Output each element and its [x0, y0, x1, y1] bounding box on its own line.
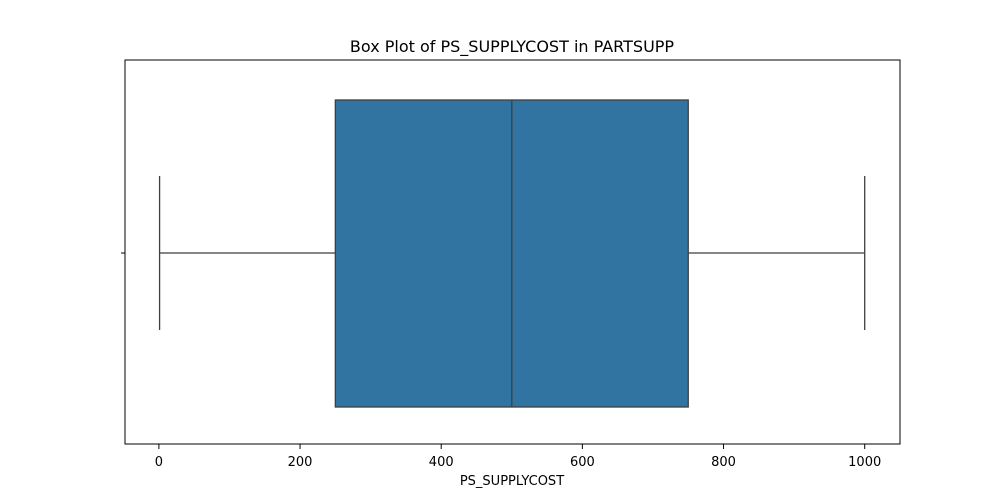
x-axis-label: PS_SUPPLYCOST — [460, 474, 564, 489]
x-tick-label: 800 — [711, 455, 736, 470]
x-tick-label: 400 — [429, 455, 454, 470]
plot-frame — [124, 59, 901, 445]
x-tick-label: 0 — [155, 455, 163, 470]
x-tick-label: 1000 — [848, 455, 881, 470]
x-tick-label: 200 — [288, 455, 313, 470]
chart-title: Box Plot of PS_SUPPLYCOST in PARTSUPP — [350, 37, 675, 57]
plot-layer — [158, 99, 866, 408]
x-ticks: 0 200 400 600 800 1000 — [155, 444, 881, 470]
x-tick-label: 600 — [570, 455, 595, 470]
